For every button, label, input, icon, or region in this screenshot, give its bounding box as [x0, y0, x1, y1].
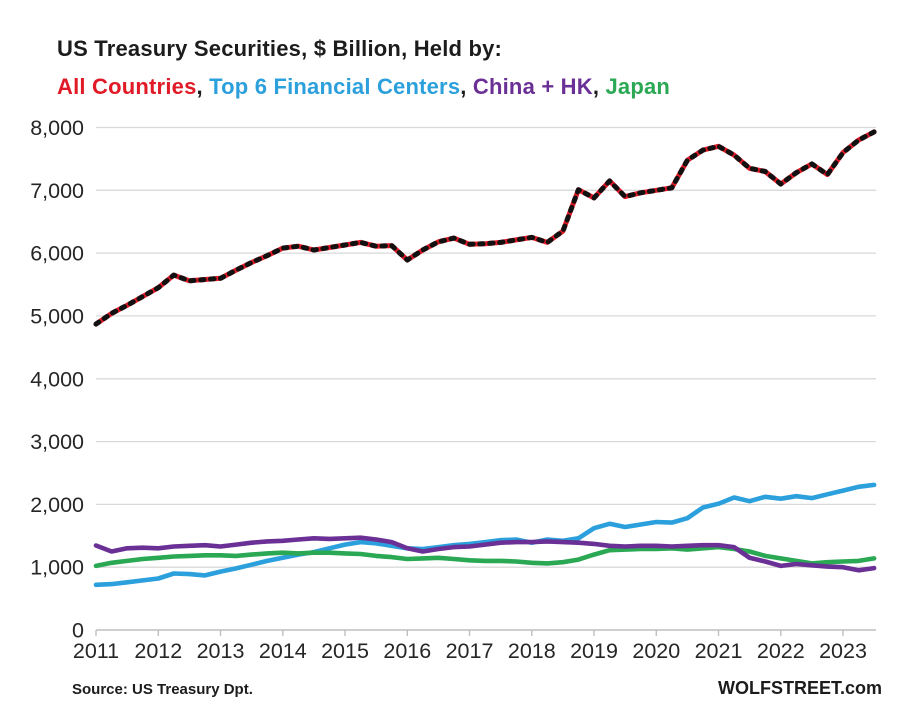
series-top-6-financial-centers [93, 482, 877, 588]
series-all-countries [93, 129, 877, 327]
series-china-hk [93, 535, 877, 573]
legend-item-japan: Japan [605, 74, 671, 99]
x-axis-label: 2017 [446, 639, 494, 663]
x-axis-label: 2016 [383, 639, 431, 663]
legend-item-china-hk: China + HK [472, 74, 593, 99]
x-axis-label: 2022 [757, 639, 805, 663]
chart-legend: All Countries, Top 6 Financial Centers, … [57, 74, 670, 100]
x-axis-label: 2015 [321, 639, 369, 663]
series-japan [93, 544, 877, 569]
legend-item--: , [460, 74, 473, 99]
x-axis-label: 2014 [259, 639, 307, 663]
x-axis-label: 2023 [819, 639, 867, 663]
y-axis-label: 0 [72, 619, 84, 643]
brand-watermark: WOLFSTREET.com [717, 678, 882, 698]
y-axis-label: 4,000 [30, 367, 84, 391]
legend-item--: , [592, 74, 606, 99]
y-axis-label: 7,000 [30, 179, 84, 203]
chart-title: US Treasury Securities, $ Billion, Held … [57, 36, 503, 61]
legend-item-all-countries: All Countries [57, 74, 197, 99]
x-axis-label: 2013 [197, 639, 245, 663]
x-axis-label: 2018 [508, 639, 556, 663]
x-axis-label: 2012 [134, 639, 182, 663]
legend-item--: , [196, 74, 210, 99]
x-axis-label: 2011 [73, 639, 119, 663]
y-axis-label: 2,000 [30, 493, 84, 517]
x-axis-label: 2020 [632, 639, 680, 663]
y-axis-label: 1,000 [30, 556, 84, 580]
legend-item-top-6-financial-centers: Top 6 Financial Centers [209, 74, 461, 99]
series-all-countries-dot-overlay [93, 129, 877, 327]
source-note: Source: US Treasury Dpt. [72, 681, 253, 698]
x-axis-label: 2021 [695, 639, 743, 663]
y-axis-label: 3,000 [30, 430, 84, 454]
y-axis-label: 5,000 [30, 304, 84, 328]
x-axis-label: 2019 [570, 639, 618, 663]
y-axis-label: 6,000 [30, 242, 84, 266]
y-axis-label: 8,000 [30, 116, 84, 140]
